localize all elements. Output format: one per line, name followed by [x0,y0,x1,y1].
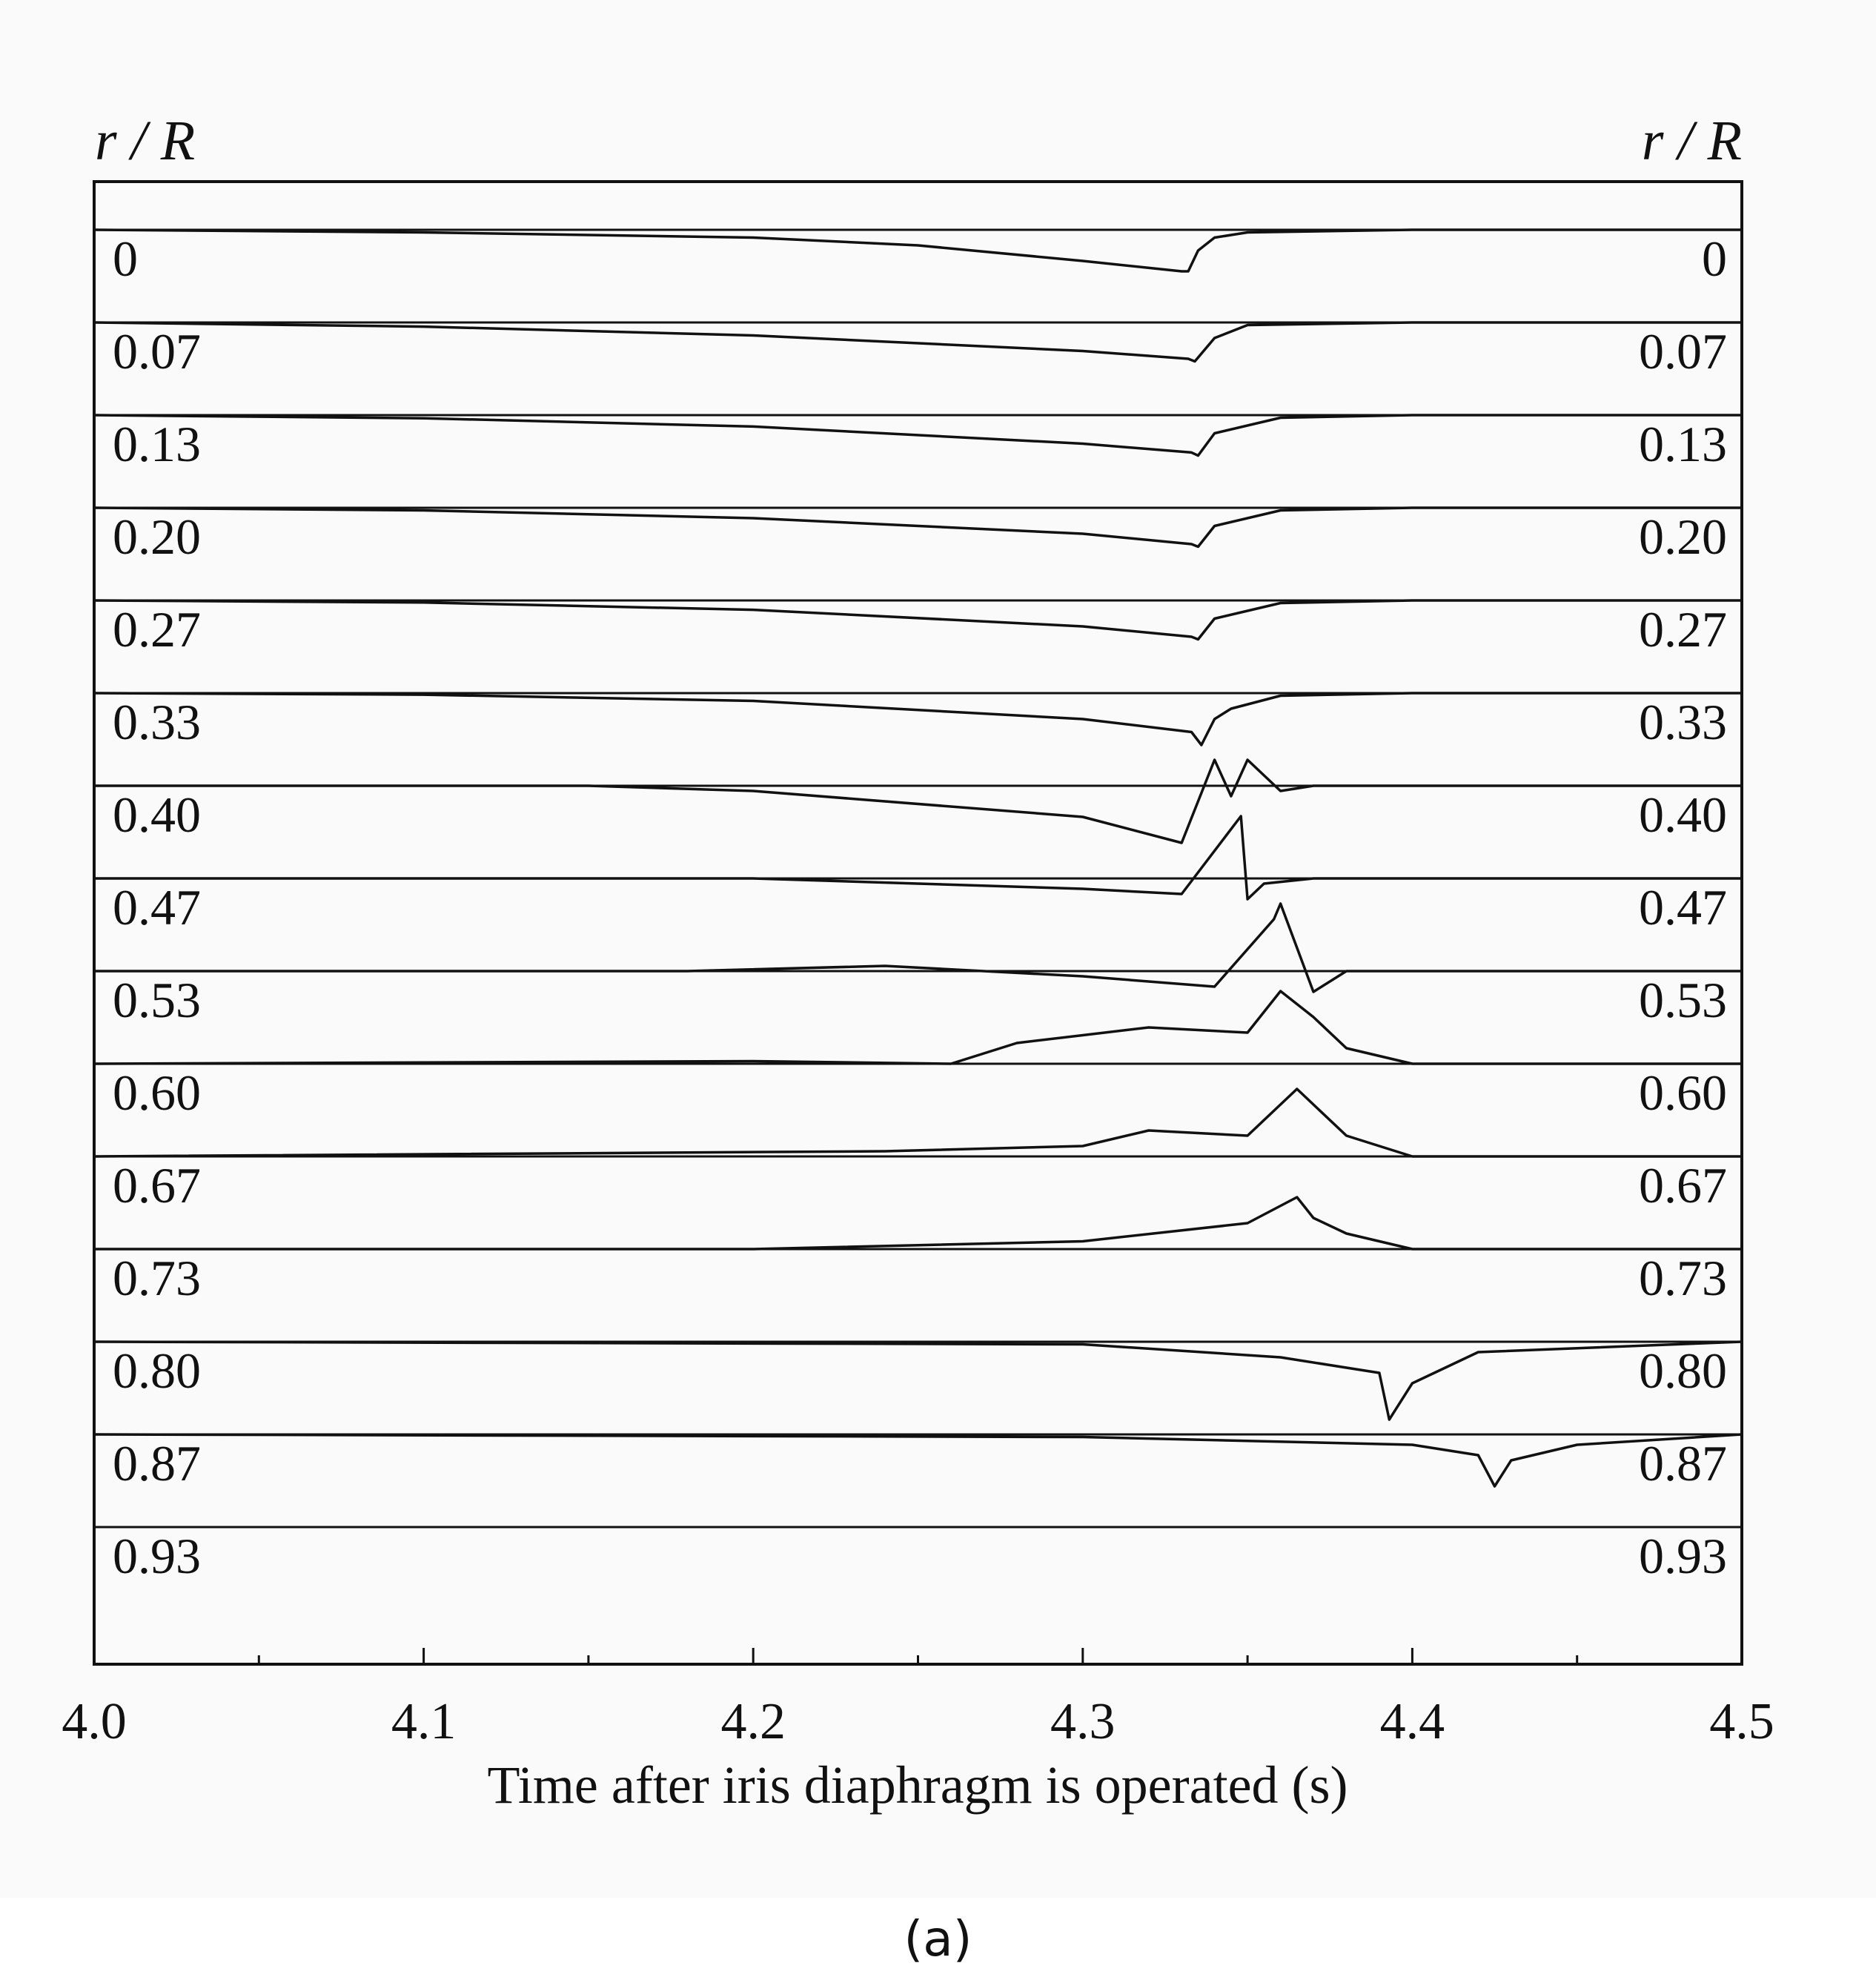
row-label-right: 0 [1702,231,1727,287]
traces-group [93,228,1743,1488]
row-label-right: 0.53 [1639,972,1727,1028]
x-tick-label: 4.2 [720,1693,786,1750]
x-tick-label: 4.1 [391,1693,457,1750]
row-label-left: 0.53 [113,972,201,1028]
row-label-right: 0.60 [1639,1065,1727,1121]
row-label-right: 0.47 [1639,879,1727,936]
x-tick-label: 4.5 [1709,1693,1774,1750]
series-trace-0.13 [93,414,1742,457]
series-trace-0 [93,228,1742,273]
series-trace-0.47 [94,815,1742,901]
row-label-left: 0.33 [113,694,201,750]
row-label-left: 0.13 [113,416,201,472]
series-trace-0.67 [93,1087,1742,1158]
row-label-left: 0.93 [113,1528,201,1584]
series-trace-0.53 [94,902,1742,993]
row-label-right: 0.73 [1639,1250,1727,1306]
row-label-left: 0.67 [113,1157,201,1214]
series-trace-0.33 [93,692,1742,746]
row-label-right: 0.80 [1639,1342,1727,1399]
series-trace-0.40 [94,758,1742,844]
series-trace-0.20 [93,506,1742,549]
figure-caption: (a) [904,1910,972,1967]
row-label-left: 0.73 [113,1250,201,1306]
right-axis-title: r / R [1642,110,1742,172]
x-ticks-group: 4.0 4.1 4.2 4.3 4.4 4.5 [62,1648,1774,1750]
row-label-right: 0.40 [1639,787,1727,843]
row-label-right: 0.13 [1639,416,1727,472]
row-label-left: 0.40 [113,787,201,843]
row-label-right: 0.20 [1639,509,1727,565]
row-label-left: 0.27 [113,601,201,658]
plot-frame [93,180,1743,1666]
series-trace-0.87 [93,1433,1743,1488]
row-label-left: 0.07 [113,323,201,380]
chart-svg: r / R r / R 0 0.07 0.13 0.20 0.27 0.33 0.40 0.4… [62,110,1774,1815]
row-label-right: 0.87 [1639,1435,1727,1491]
row-label-right: 0.67 [1639,1157,1727,1214]
row-label-left: 0.47 [113,879,201,936]
series-trace-0.80 [93,1340,1743,1421]
row-label-right: 0.93 [1639,1528,1727,1584]
series-trace-0.07 [93,321,1742,363]
row-label-left: 0.60 [113,1065,201,1121]
figure-panel: r / R r / R 0 0.07 0.13 0.20 0.27 0.33 0.40 0.4… [62,110,1774,1815]
row-label-right: 0.27 [1639,601,1727,658]
row-label-left: 0.80 [113,1342,201,1399]
series-trace-0.60 [93,990,1742,1065]
left-labels-group: 0 0.07 0.13 0.20 0.27 0.33 0.40 0.47 0.53 0.60 0.6… [113,231,201,1584]
x-tick-label: 4.0 [62,1693,127,1750]
right-labels-group: 0 0.07 0.13 0.20 0.27 0.33 0.40 0.47 0.53 0.60 0.6… [1639,231,1727,1584]
series-trace-0.73 [94,1196,1742,1251]
x-tick-label: 4.3 [1050,1693,1116,1750]
row-label-right: 0.33 [1639,694,1727,750]
x-axis-label: Time after iris diaphragm is operated (s… [487,1755,1348,1815]
row-label-left: 0.87 [113,1435,201,1491]
row-label-left: 0 [113,231,138,287]
series-trace-0.27 [93,599,1742,641]
row-label-right: 0.07 [1639,323,1727,380]
left-axis-title: r / R [95,110,195,172]
x-tick-label: 4.4 [1380,1693,1445,1750]
row-label-left: 0.20 [113,509,201,565]
